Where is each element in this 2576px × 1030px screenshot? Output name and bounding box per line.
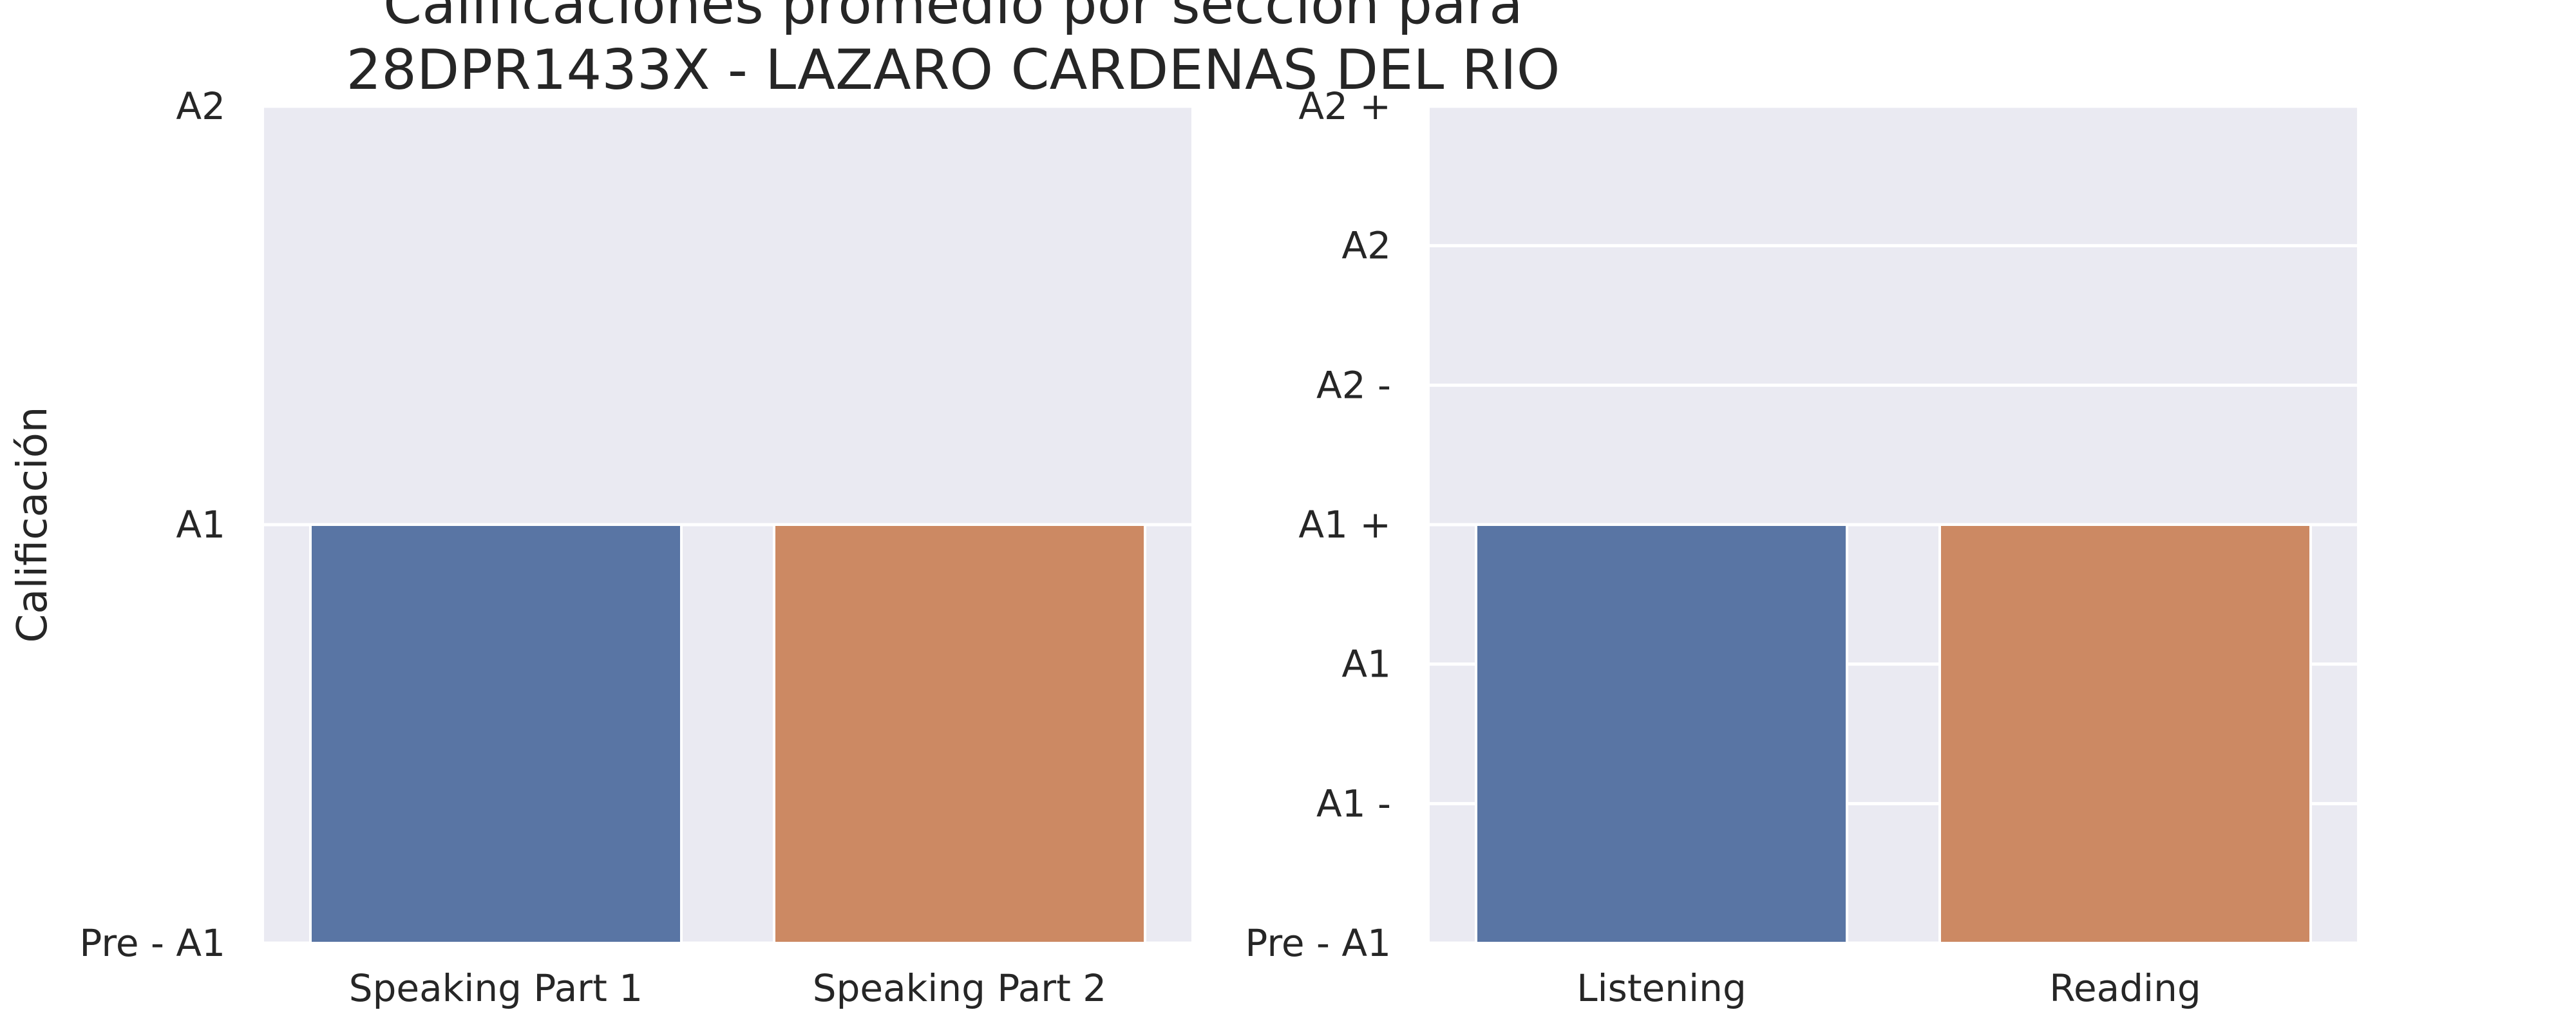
y-tick-label: A1 (1341, 642, 1391, 686)
right-subplot: Pre - A1 A1 - A1 A1 + A2 - A2 A2 + Listening Rea… (1245, 84, 2357, 1010)
bar (773, 523, 1146, 944)
y-axis-label: Calificación (9, 407, 57, 643)
left-subplot: Pre - A1 A1 A2 Speaking Part 1 Speaking Part… (79, 84, 1191, 1010)
y-tick-label: A2 (176, 84, 225, 128)
x-tick-label: Speaking Part 1 (349, 966, 643, 1010)
y-tick-label: A2 + (1298, 84, 1391, 128)
x-tick-label: Listening (1577, 966, 1747, 1010)
y-tick-label: A1 - (1316, 782, 1391, 825)
x-tick-label: Reading (2049, 966, 2201, 1010)
chart-title-line-1: Calificaciones promedio por sección para (383, 0, 1523, 37)
bar (309, 523, 683, 944)
y-tick-label: Pre - A1 (79, 921, 225, 965)
y-tick-label: A1 (176, 503, 225, 547)
y-tick-label: Pre - A1 (1245, 921, 1391, 965)
y-tick-label: A2 (1341, 224, 1391, 268)
bar (1938, 523, 2312, 944)
chart-title-line-2: 28DPR1433X - LAZARO CARDENAS DEL RIO (346, 38, 1560, 102)
bar (1475, 523, 1848, 944)
y-tick-label: A1 + (1298, 503, 1391, 547)
x-tick-label: Speaking Part 2 (813, 966, 1106, 1010)
y-tick-label: A2 - (1316, 363, 1391, 407)
